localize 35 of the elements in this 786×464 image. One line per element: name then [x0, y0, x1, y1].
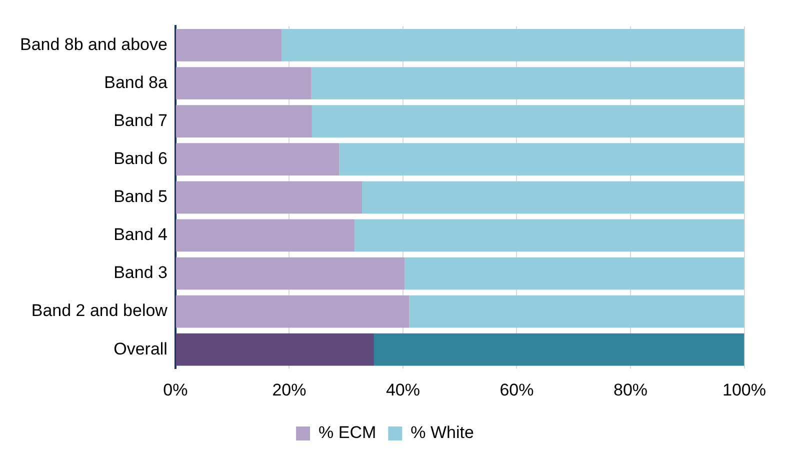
bar	[176, 333, 374, 366]
x-tick-label: 20%	[272, 380, 306, 400]
y-tick-label: Band 6	[114, 149, 168, 168]
bar	[176, 295, 410, 328]
y-tick-label: Band 2 and below	[31, 301, 168, 320]
x-tick-label: 100%	[722, 380, 766, 400]
bar	[176, 257, 405, 290]
y-tick-label: Band 3	[114, 263, 168, 282]
x-tick-label: 40%	[386, 380, 420, 400]
bar	[311, 67, 744, 100]
x-tick-label: 0%	[163, 380, 188, 400]
bar	[176, 105, 312, 138]
bar	[339, 143, 744, 176]
y-tick-label: Band 7	[114, 111, 168, 130]
x-tick-label: 60%	[500, 380, 534, 400]
bar	[404, 257, 744, 290]
bar	[176, 143, 340, 176]
bar	[282, 29, 744, 62]
bar	[176, 67, 312, 100]
y-tick-label: Band 8b and above	[20, 34, 168, 54]
y-tick-label: Band 4	[114, 225, 168, 244]
bar	[312, 105, 744, 138]
y-tick-label: Band 5	[114, 187, 168, 206]
bar	[176, 219, 355, 252]
y-tick-label: Band 8a	[104, 72, 168, 92]
bar	[374, 333, 744, 366]
bar	[176, 181, 362, 214]
y-tick-label: Overall	[114, 339, 168, 358]
bar	[362, 181, 744, 214]
legend-label: % White	[410, 423, 474, 442]
bar	[176, 29, 282, 62]
legend-label: % ECM	[318, 423, 376, 442]
bar	[409, 295, 744, 328]
bar	[354, 219, 744, 252]
x-tick-label: 80%	[613, 380, 648, 400]
